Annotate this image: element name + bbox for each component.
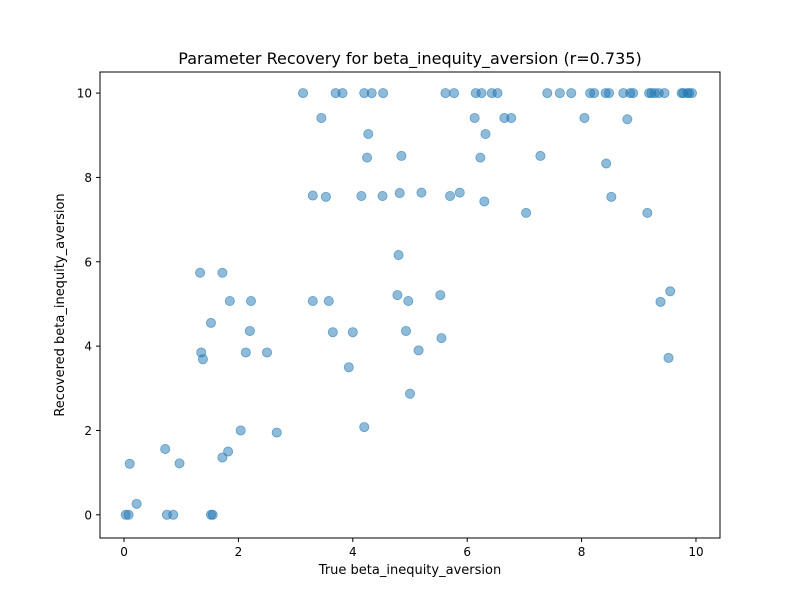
- data-point: [195, 267, 206, 278]
- data-point: [359, 422, 370, 433]
- data-point: [686, 88, 697, 99]
- data-point: [476, 88, 487, 99]
- data-point: [307, 190, 318, 201]
- y-axis-ticks: 0 2 4 6 8 10: [77, 87, 100, 522]
- data-point: [205, 317, 216, 328]
- data-point: [240, 347, 251, 358]
- data-point: [298, 88, 309, 99]
- x-tick-label: 4: [349, 545, 357, 559]
- chart-title: Parameter Recovery for beta_inequity_ave…: [178, 49, 641, 69]
- data-point: [665, 286, 676, 297]
- data-point: [168, 509, 179, 520]
- data-point: [393, 250, 404, 261]
- data-point: [377, 190, 388, 201]
- data-point: [475, 152, 486, 163]
- data-point: [217, 267, 228, 278]
- x-axis-ticks: 0 2 4 6 8 10: [120, 538, 704, 559]
- data-point: [642, 207, 653, 218]
- data-point: [445, 190, 456, 201]
- data-point: [124, 458, 135, 469]
- data-point: [655, 296, 666, 307]
- x-tick-label: 10: [688, 545, 703, 559]
- data-point: [492, 88, 503, 99]
- data-point: [131, 498, 142, 509]
- data-point: [449, 88, 460, 99]
- data-point: [480, 128, 491, 139]
- y-axis-label: Recovered beta_inequity_aversion: [53, 193, 68, 416]
- data-point: [435, 290, 446, 301]
- data-point: [197, 354, 208, 365]
- data-point: [400, 325, 411, 336]
- data-point: [604, 88, 615, 99]
- data-point: [506, 112, 517, 123]
- data-point: [566, 88, 577, 99]
- data-point: [622, 114, 633, 125]
- x-tick-label: 6: [463, 545, 471, 559]
- data-point: [535, 150, 546, 161]
- data-point: [396, 150, 407, 161]
- data-point: [343, 362, 354, 373]
- data-point: [363, 128, 374, 139]
- y-tick-label: 10: [77, 87, 92, 101]
- data-point: [394, 188, 405, 199]
- data-point: [366, 88, 377, 99]
- data-point: [245, 295, 256, 306]
- data-point: [479, 196, 490, 207]
- data-point: [223, 446, 234, 457]
- data-point: [589, 88, 600, 99]
- data-point: [413, 345, 424, 356]
- data-point: [347, 327, 358, 338]
- data-point: [521, 207, 532, 218]
- x-tick-label: 8: [578, 545, 586, 559]
- data-point: [235, 425, 246, 436]
- data-point: [356, 190, 367, 201]
- plot-area-frame: [99, 71, 721, 539]
- data-point: [659, 88, 670, 99]
- x-axis-label: True beta_inequity_aversion: [318, 563, 501, 578]
- y-tick-label: 8: [84, 171, 92, 185]
- data-point: [327, 327, 338, 338]
- data-point: [469, 112, 480, 123]
- data-point: [392, 290, 403, 301]
- y-tick-label: 6: [84, 255, 92, 269]
- data-point: [403, 295, 414, 306]
- data-point: [362, 152, 373, 163]
- data-point: [337, 88, 348, 99]
- data-point: [174, 458, 185, 469]
- data-point: [123, 509, 134, 520]
- y-tick-label: 4: [84, 340, 92, 354]
- data-point: [244, 325, 255, 336]
- data-point: [601, 158, 612, 169]
- data-point: [606, 191, 617, 202]
- data-point: [440, 88, 451, 99]
- data-point: [454, 187, 465, 198]
- y-tick-label: 2: [84, 424, 92, 438]
- data-point: [307, 295, 318, 306]
- data-point: [160, 444, 171, 455]
- data-point: [628, 88, 639, 99]
- data-point: [378, 88, 389, 99]
- data-point: [663, 352, 674, 363]
- data-point: [542, 88, 553, 99]
- x-tick-label: 2: [235, 545, 243, 559]
- data-point: [554, 88, 565, 99]
- data-point: [320, 191, 331, 202]
- y-tick-label: 0: [84, 508, 92, 522]
- data-point: [224, 295, 235, 306]
- data-point: [316, 112, 327, 123]
- data-point: [416, 187, 427, 198]
- x-tick-label: 0: [120, 545, 128, 559]
- data-point: [404, 388, 415, 399]
- data-point: [262, 347, 273, 358]
- data-point: [323, 295, 334, 306]
- data-point: [436, 333, 447, 344]
- data-points: [120, 88, 697, 520]
- data-point: [579, 112, 590, 123]
- data-point: [207, 509, 218, 520]
- data-point: [271, 427, 282, 438]
